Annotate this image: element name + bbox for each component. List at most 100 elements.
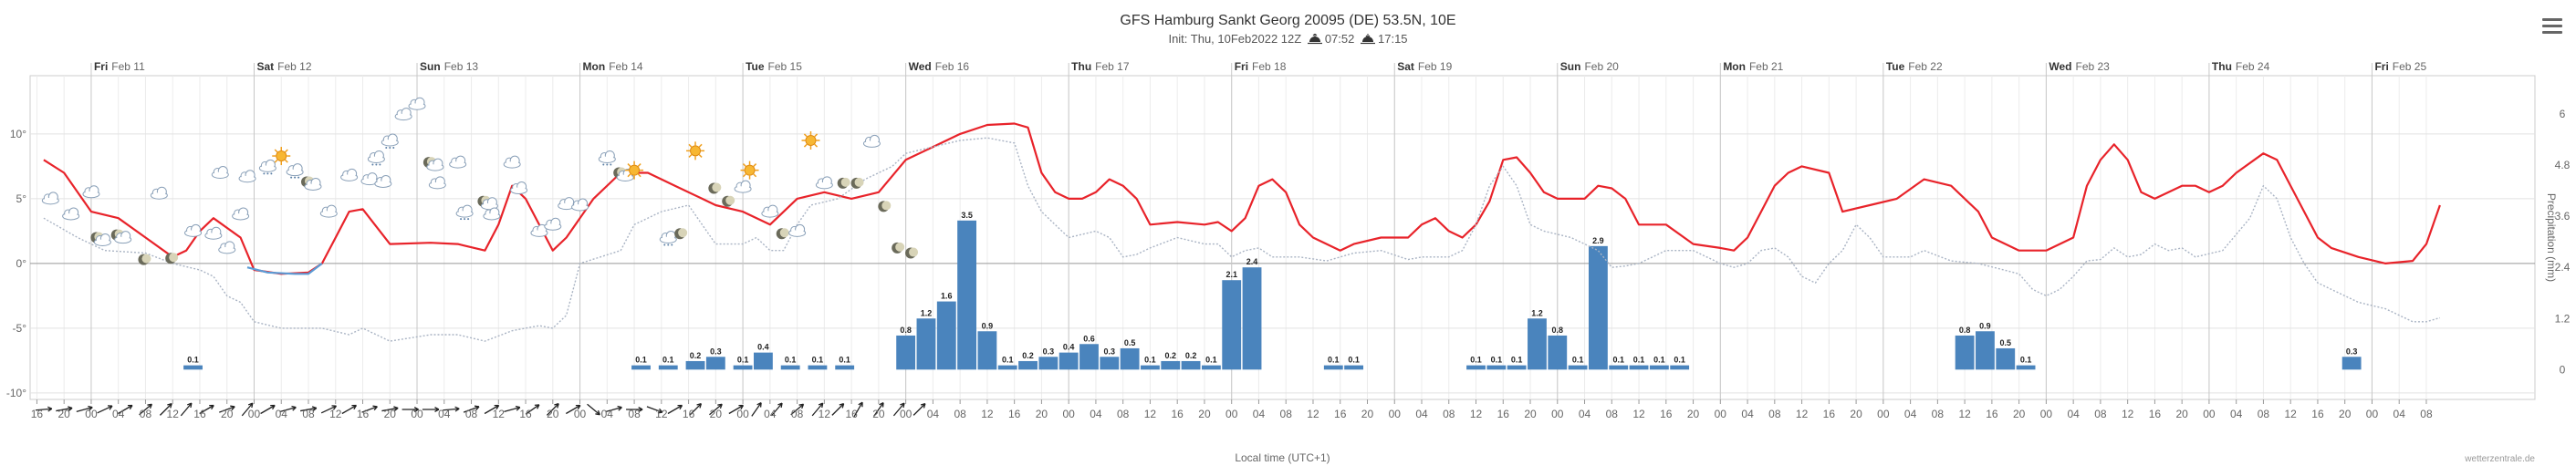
precipitation-bars: 0.1 0.1 0.1 0.2 0.3 0.1 0.4 0.1 0.1 0.1 0.8 1.2 1.6 3… — [183, 211, 2362, 370]
menu-bar — [2542, 31, 2562, 34]
snowflake — [371, 163, 374, 166]
snow-cloud-icon — [455, 204, 474, 221]
y-left-tick-label: 10° — [10, 128, 26, 140]
cloud-shape — [734, 180, 752, 193]
cloud-fill — [661, 236, 676, 243]
cloud-fill — [505, 161, 520, 168]
cloud-fill — [572, 204, 588, 210]
grid — [29, 63, 2536, 400]
cloud-fill — [482, 202, 497, 209]
precipitation-bar — [1242, 267, 1262, 370]
wind-arrow-icon — [56, 406, 73, 412]
x-tick-label: 20 — [2175, 408, 2188, 420]
wind-arrow-shaft — [504, 407, 521, 412]
x-tick-label: 04 — [2067, 408, 2080, 420]
wind-arrow-shaft — [300, 407, 317, 412]
x-tick-label: 12 — [1958, 408, 1971, 420]
x-tick-label: 00 — [411, 408, 423, 420]
snowflake — [606, 163, 609, 166]
cloud-fill — [361, 178, 377, 184]
snow-cloud-icon — [659, 231, 677, 246]
sun-ray — [274, 159, 278, 163]
snow-cloud-icon — [258, 159, 276, 175]
precipitation-bar — [183, 365, 203, 370]
cloud-icon — [211, 166, 229, 179]
cloud-fill — [864, 140, 880, 147]
cloud-shape — [204, 226, 223, 240]
cloud-shape — [184, 223, 203, 237]
chart-subtitle: Init: Thu, 10Feb2022 12Z 07:52 17:15 — [0, 32, 2576, 46]
sun-ray — [627, 163, 631, 167]
y-left-tick-label: 0° — [16, 257, 27, 270]
sun-ray — [284, 149, 288, 153]
y-left-tick-label: 5° — [16, 192, 27, 205]
x-tick-label: 08 — [140, 408, 152, 420]
wind-arrow-shaft — [587, 403, 600, 416]
cloud-shape — [374, 174, 392, 188]
day-name-label: Fri — [94, 60, 108, 73]
wind-arrow-head — [186, 402, 193, 409]
cloud-icon — [544, 217, 562, 231]
cloud-fill — [410, 103, 425, 109]
moon-crescent — [712, 182, 722, 192]
precipitation-bar-label: 0.2 — [1164, 351, 1176, 360]
precipitation-bar — [1486, 365, 1507, 370]
snow-cloud-icon — [381, 133, 399, 149]
x-tick-label: 08 — [1280, 408, 1293, 420]
sun-disc — [276, 150, 287, 162]
x-tick-label: 12 — [329, 408, 342, 420]
wind-arrow-shaft — [831, 403, 845, 416]
moon-crescent — [909, 247, 919, 257]
cloud-icon — [82, 185, 100, 199]
wind-arrow-shaft — [341, 404, 357, 415]
y-right-tick-label: 6 — [2560, 108, 2566, 120]
wind-arrow-shaft — [320, 405, 337, 414]
cloud-shape — [114, 231, 132, 244]
x-tick-label: 08 — [2420, 408, 2433, 420]
sun-ray — [637, 163, 641, 167]
precipitation-bar — [780, 365, 800, 370]
wind-arrow-head — [47, 406, 53, 412]
cloud-icon — [815, 176, 833, 190]
wind-arrow-head — [434, 407, 440, 412]
cloud-shape — [483, 207, 501, 221]
x-tick-label: 08 — [1117, 408, 1130, 420]
moon-cloud-icon — [301, 176, 322, 191]
x-tick-label: 12 — [1307, 408, 1319, 420]
cloud-shape — [394, 108, 412, 121]
cloud-fill — [396, 113, 412, 119]
cloud-fill — [430, 181, 445, 188]
day-date-label: Feb 12 — [277, 60, 312, 73]
x-tick-label: 16 — [1334, 408, 1347, 420]
precipitation-bar — [1976, 331, 1995, 370]
wind-arrow-head — [900, 402, 905, 409]
moon-icon — [708, 182, 722, 194]
precipitation-bar — [1141, 365, 1160, 370]
cloud-icon — [862, 134, 881, 148]
precipitation-bar-label: 0.8 — [900, 326, 912, 335]
x-tick-label: 08 — [1606, 408, 1619, 420]
wind-arrow-icon — [320, 405, 337, 414]
wind-arrow-head — [738, 404, 745, 410]
sun-ray — [753, 163, 757, 167]
wind-arrow-head — [167, 403, 172, 409]
precipitation-bar-label: 0.3 — [1104, 347, 1116, 356]
x-tick-label: 00 — [1877, 408, 1890, 420]
precipitation-bar-label: 0.3 — [1043, 347, 1055, 356]
x-tick-label: 08 — [628, 408, 641, 420]
precipitation-bar-label: 0.3 — [710, 347, 722, 356]
day-date-label: Feb 13 — [444, 60, 479, 73]
wind-arrow-shaft — [913, 403, 926, 416]
wind-arrow-head — [393, 406, 399, 412]
x-tick-label: 16 — [2311, 408, 2324, 420]
cloud-fill — [545, 223, 560, 230]
snowflake — [667, 243, 670, 246]
moon-crescent — [840, 177, 850, 187]
y-left-tick-label: -5° — [13, 322, 27, 335]
x-tick-label: 04 — [1415, 408, 1428, 420]
x-tick-label: 00 — [1062, 408, 1075, 420]
wind-arrow-icon — [35, 406, 53, 412]
precipitation-bar — [1649, 365, 1669, 370]
chart-menu-button[interactable] — [2542, 18, 2562, 35]
precipitation-bar-label: 0.1 — [737, 356, 749, 365]
